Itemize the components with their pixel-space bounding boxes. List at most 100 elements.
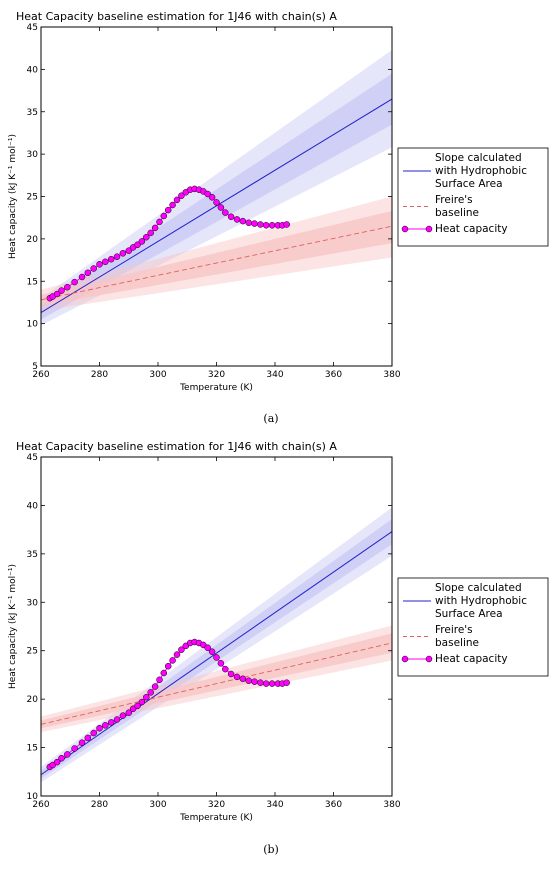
legend-label: Heat capacity <box>435 223 508 235</box>
legend-box <box>397 147 549 247</box>
x-tick-label: 320 <box>208 800 225 810</box>
heat-capacity-point <box>84 269 92 277</box>
legend-marker-heat <box>425 225 433 233</box>
y-tick-label: 10 <box>27 792 39 802</box>
heat-capacity-point <box>134 241 141 249</box>
x-tick-label: 360 <box>325 370 342 380</box>
heat-capacity-point <box>138 698 146 706</box>
heat-capacity-point <box>233 216 241 223</box>
heat-capacity-point <box>169 201 176 209</box>
legend-label: Freire's <box>435 194 473 206</box>
heat-capacity-point <box>164 206 172 214</box>
slope-line <box>41 98 392 314</box>
legend-label: Slope calculated <box>435 582 522 594</box>
legend-label: Freire's <box>435 624 473 636</box>
x-tick-label: 280 <box>91 370 108 380</box>
heat-capacity-point <box>90 265 97 272</box>
freire-band-inner <box>41 633 392 729</box>
slope-line <box>41 531 392 776</box>
legend-label: Heat capacity <box>435 653 508 665</box>
x-axis-label: Temperature (K) <box>179 383 253 393</box>
legend-marker-heat <box>401 655 409 663</box>
heat-capacity-point <box>119 712 127 719</box>
y-tick-label: 35 <box>27 108 38 118</box>
heat-capacity-point <box>71 278 78 286</box>
x-tick-label: 300 <box>149 370 166 380</box>
legend-label: Surface Area <box>435 608 503 620</box>
y-tick-label: 40 <box>27 65 39 75</box>
heat-capacity-point <box>78 273 86 281</box>
heat-capacity-point <box>208 194 216 201</box>
x-tick-label: 380 <box>383 800 400 810</box>
heat-capacity-point <box>53 758 61 766</box>
x-tick-label: 380 <box>383 370 400 380</box>
heat-capacity-point <box>178 646 185 653</box>
chart-panel-a: 260 280 300 320 340 360 38051015202530354045He… <box>8 10 549 425</box>
x-tick-label: 360 <box>325 800 342 810</box>
heat-capacity-point <box>268 222 276 229</box>
heat-capacity-point <box>204 644 211 652</box>
y-tick-label: 15 <box>27 277 38 287</box>
x-tick-label: 260 <box>32 370 49 380</box>
heat-capacity-point <box>217 204 225 211</box>
legend-label: baseline <box>435 207 479 219</box>
heat-capacity-point <box>78 739 86 746</box>
heat-capacity-point <box>178 192 185 199</box>
heat-capacity-point <box>90 729 97 737</box>
heat-capacity-point <box>138 238 146 245</box>
x-tick-label: 340 <box>266 800 283 810</box>
heat-capacity-point <box>239 675 247 683</box>
heat-capacity-point <box>227 213 235 221</box>
heat-capacity-point <box>245 219 252 227</box>
heat-capacity-point <box>102 722 109 729</box>
heat-capacity-point <box>102 258 109 266</box>
freire-band-inner <box>41 210 392 306</box>
heat-capacity-point <box>283 221 290 228</box>
heat-capacity-point <box>151 683 159 690</box>
heat-capacity-point <box>156 676 163 684</box>
panel-caption: (a) <box>263 412 278 425</box>
chart-title: Heat Capacity baseline estimation for 1J… <box>16 440 337 453</box>
y-tick-label: 45 <box>27 23 38 33</box>
heat-capacity-point <box>233 673 241 681</box>
heat-capacity-point <box>222 209 229 216</box>
heat-capacity-point <box>58 287 65 294</box>
chart-panel-b: 260 280 300 320 340 360 3801015202530354045Hea… <box>8 440 549 856</box>
legend-marker-heat <box>425 655 433 663</box>
panel-caption: (b) <box>263 843 279 856</box>
heat-capacity-point <box>251 678 258 685</box>
heat-capacity-point <box>84 734 92 742</box>
y-tick-label: 20 <box>27 695 39 705</box>
legend-label: Surface Area <box>435 178 503 190</box>
y-tick-label: 40 <box>27 501 39 511</box>
heat-capacity-point <box>107 255 115 263</box>
heat-capacity-point <box>143 233 150 241</box>
heat-capacity-point <box>239 217 247 225</box>
heat-capacity-point <box>151 224 159 232</box>
heat-capacity-point <box>134 702 141 710</box>
heat-capacity-point <box>64 751 71 758</box>
heat-capacity-point <box>156 218 163 226</box>
heat-capacity-point <box>262 680 270 687</box>
heat-capacity-point <box>113 716 121 723</box>
y-tick-label: 15 <box>27 744 38 754</box>
heat-capacity-point <box>262 222 270 229</box>
heat-capacity-point <box>227 670 235 678</box>
y-axis-label: Heat capacity (kJ K⁻¹ mol⁻¹) <box>8 564 18 689</box>
heat-capacity-point <box>53 290 61 298</box>
heat-capacity-point <box>217 660 225 667</box>
y-tick-label: 35 <box>27 550 38 560</box>
y-tick-label: 30 <box>27 598 39 608</box>
y-tick-label: 30 <box>27 150 39 160</box>
heat-capacity-point <box>71 745 78 752</box>
heat-capacity-point <box>204 190 211 198</box>
heat-capacity-point <box>213 199 220 206</box>
heat-capacity-point <box>173 196 181 204</box>
chart-title: Heat Capacity baseline estimation for 1J… <box>16 10 337 23</box>
heat-capacity-point <box>160 212 168 220</box>
legend-label: Slope calculated <box>435 152 522 164</box>
x-tick-label: 280 <box>91 800 108 810</box>
heat-capacity-point <box>283 679 290 686</box>
heat-capacity-point <box>125 709 133 716</box>
heat-capacity-point <box>208 648 216 655</box>
